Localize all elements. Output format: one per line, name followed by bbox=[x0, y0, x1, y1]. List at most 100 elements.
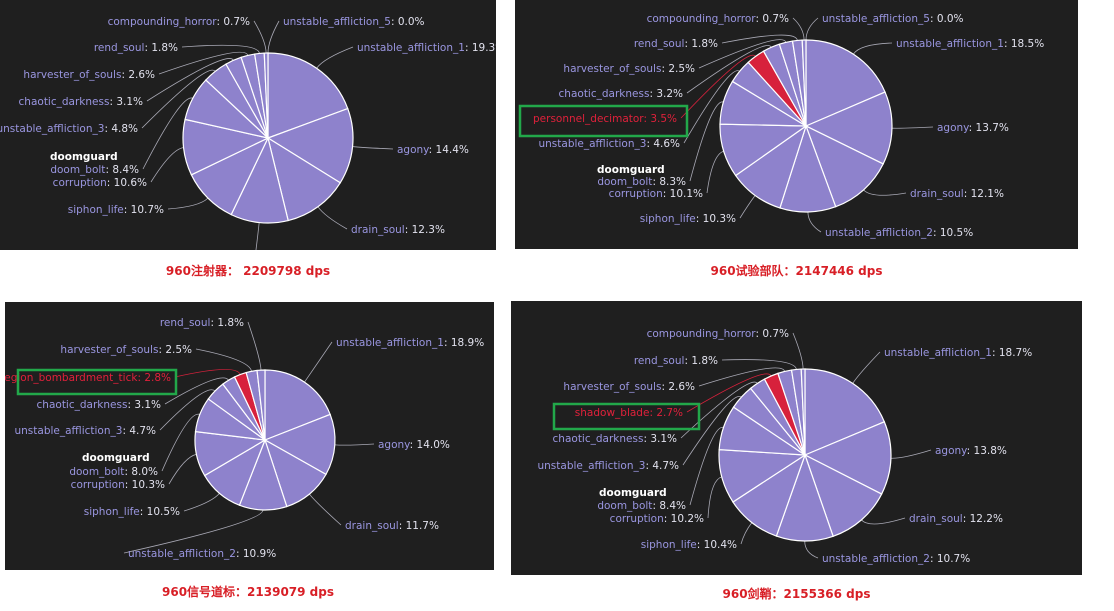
slice-drain_soul bbox=[267, 136, 342, 222]
slice-labels: unstable_affliction_1: 18.9% agony: 14.0%… bbox=[5, 317, 484, 560]
slice-label-name: chaotic_darkness bbox=[553, 433, 644, 445]
slice-label-name: harvester_of_souls bbox=[23, 69, 121, 81]
slice-label-drain_soul: drain_soul: 12.2% bbox=[909, 513, 1003, 525]
leader-compounding_horror bbox=[792, 17, 805, 41]
slice-label-name: shadow_blade bbox=[575, 407, 650, 419]
slice-label-value: : 3.1% bbox=[109, 96, 143, 108]
leader-unstable_affliction_3 bbox=[141, 69, 216, 129]
slice-label-value: : 8.4% bbox=[652, 500, 686, 512]
leader-chaotic_darkness bbox=[164, 377, 229, 405]
slice-label-compounding_horror: compounding_horror: 0.7% bbox=[108, 16, 250, 28]
slice-label-name: unstable_affliction_5 bbox=[822, 13, 930, 25]
highlight-box bbox=[16, 368, 178, 396]
slice-label-name: siphon_life bbox=[641, 539, 697, 551]
highlight-box bbox=[518, 104, 689, 138]
leader-rend_soul bbox=[181, 44, 260, 54]
leader-siphon_life bbox=[739, 195, 756, 219]
leader-chaotic_darkness bbox=[146, 58, 234, 102]
slice-label-name: corruption bbox=[71, 479, 125, 491]
slice-label-name: siphon_life bbox=[84, 506, 140, 518]
slice-label-doom_bolt: doom_bolt: 8.4% bbox=[597, 500, 686, 512]
leader-siphon_life bbox=[740, 522, 753, 545]
slice-label-name: compounding_horror bbox=[108, 16, 218, 28]
slice-label-name: chaotic_darkness bbox=[19, 96, 110, 108]
slice-label-name: unstable_affliction_1 bbox=[357, 42, 465, 54]
leader-unstable_affliction_5 bbox=[805, 17, 819, 41]
slice-labels: unstable_affliction_1: 18.7% agony: 13.8%… bbox=[537, 328, 1032, 565]
slice-label-value: : 2.5% bbox=[661, 63, 695, 75]
pie-chart-1: unstable_affliction_5: 0.0% unstable_affl… bbox=[0, 16, 496, 250]
slice-label-agony: agony: 13.8% bbox=[935, 445, 1007, 457]
pie-slices bbox=[718, 368, 892, 542]
slice-label-harvester_of_souls: harvester_of_souls: 2.5% bbox=[60, 344, 192, 356]
slice-label-name: compounding_horror bbox=[647, 13, 757, 25]
leader-doom_bolt bbox=[142, 97, 194, 170]
leader-chaotic_darkness bbox=[680, 381, 758, 439]
slice-label-name: harvester_of_souls bbox=[563, 381, 661, 393]
slice-label-value: : 2.6% bbox=[121, 69, 155, 81]
slice-label-name: agony bbox=[378, 439, 410, 451]
slice-label-drain_soul: drain_soul: 11.7% bbox=[345, 520, 439, 532]
slice-label-siphon_life: siphon_life: 10.5% bbox=[84, 506, 180, 518]
pie-chart-4: unstable_affliction_1: 18.7% agony: 13.8%… bbox=[537, 328, 1032, 565]
slice-label-value: : 10.9% bbox=[236, 548, 276, 560]
slice-label-value: : 10.3% bbox=[696, 213, 736, 225]
slice-label-value: : 1.8% bbox=[684, 355, 718, 367]
pie-slices bbox=[719, 39, 893, 213]
slice-label-rend_soul: rend_soul: 1.8% bbox=[634, 38, 718, 50]
slice-label-corruption: corruption: 10.2% bbox=[610, 513, 704, 525]
slice-label-value: : 8.4% bbox=[105, 164, 139, 176]
leader-rend_soul bbox=[721, 359, 797, 370]
slice-label-name: corruption bbox=[610, 513, 664, 525]
leader-harvester_of_souls bbox=[195, 348, 252, 372]
slice-label-harvester_of_souls: harvester_of_souls: 2.5% bbox=[563, 63, 695, 75]
slice-label-name: unstable_affliction_2 bbox=[822, 553, 930, 565]
slice-label-name: agony bbox=[937, 122, 969, 134]
slice-label-rend_soul: rend_soul: 1.8% bbox=[160, 317, 244, 329]
slice-label-value: : 10.4% bbox=[697, 539, 737, 551]
pie-panel-3: unstable_affliction_1: 18.9% agony: 14.0%… bbox=[5, 302, 494, 570]
slice-compounding_horror bbox=[801, 39, 807, 127]
slice-label-value: : 13.7% bbox=[969, 122, 1009, 134]
slice-labels: unstable_affliction_5: 0.0%unstable_affl… bbox=[533, 13, 1044, 239]
slice-label-value: : 0.0% bbox=[391, 16, 425, 28]
slice-label-name: unstable_affliction_3 bbox=[0, 123, 104, 135]
slice-label-unstable_affliction_1: unstable_affliction_1: 18.7% bbox=[884, 347, 1032, 359]
slice-label-unstable_affliction_3: unstable_affliction_3: 4.8% bbox=[0, 123, 138, 135]
slice-label-siphon_life: siphon_life: 10.3% bbox=[640, 213, 736, 225]
pie-panel-1: unstable_affliction_5: 0.0% unstable_affl… bbox=[0, 0, 496, 250]
slice-labels: unstable_affliction_5: 0.0% unstable_affl… bbox=[0, 16, 496, 236]
slice-label-value: : 2.8% bbox=[137, 372, 171, 384]
slice-label-name: unstable_affliction_5 bbox=[283, 16, 391, 28]
slice-label-unstable_affliction_1: unstable_affliction_1: 18.9% bbox=[336, 337, 484, 349]
slice-label-value: : 4.7% bbox=[122, 425, 156, 437]
group-label: doomguard bbox=[50, 151, 118, 163]
leader-compounding_horror bbox=[792, 332, 804, 370]
leader-harvester_of_souls bbox=[158, 51, 249, 75]
leader-unstable_affliction_1 bbox=[304, 341, 333, 383]
pie-panel-4: unstable_affliction_1: 18.7% agony: 13.8%… bbox=[511, 301, 1082, 575]
slice-label-value: : 12.1% bbox=[964, 188, 1004, 200]
leader-unstable_affliction_2 bbox=[807, 211, 822, 233]
slice-label-name: siphon_life bbox=[640, 213, 696, 225]
slice-label-name: unstable_affliction_3 bbox=[537, 460, 645, 472]
leader-lines bbox=[680, 17, 934, 233]
slice-label-value: : 18.5% bbox=[1004, 38, 1044, 50]
slice-label-name: doom_bolt bbox=[597, 500, 652, 512]
chart-caption-4: 960剑鞘：2155366 dps bbox=[722, 587, 871, 601]
slice-label-value: : 3.1% bbox=[643, 433, 677, 445]
slice-label-name: agony bbox=[397, 144, 429, 156]
group-label: doomguard bbox=[597, 164, 665, 176]
slice-agony bbox=[266, 107, 354, 184]
slice-label-name: rend_soul bbox=[634, 355, 685, 367]
slice-label-value: : 12.2% bbox=[963, 513, 1003, 525]
slice-compounding_horror bbox=[263, 52, 269, 139]
slice-label-agony: agony: 13.7% bbox=[937, 122, 1009, 134]
slice-label-compounding_horror: compounding_horror: 0.7% bbox=[647, 328, 789, 340]
slice-unstable_affliction_1 bbox=[804, 368, 886, 456]
slice-agony bbox=[804, 91, 893, 165]
slice-label-name: rend_soul bbox=[94, 42, 145, 54]
slice-label-value: : 0.0% bbox=[930, 13, 964, 25]
leader-agony bbox=[890, 449, 932, 459]
slice-label-name: rend_soul bbox=[634, 38, 685, 50]
